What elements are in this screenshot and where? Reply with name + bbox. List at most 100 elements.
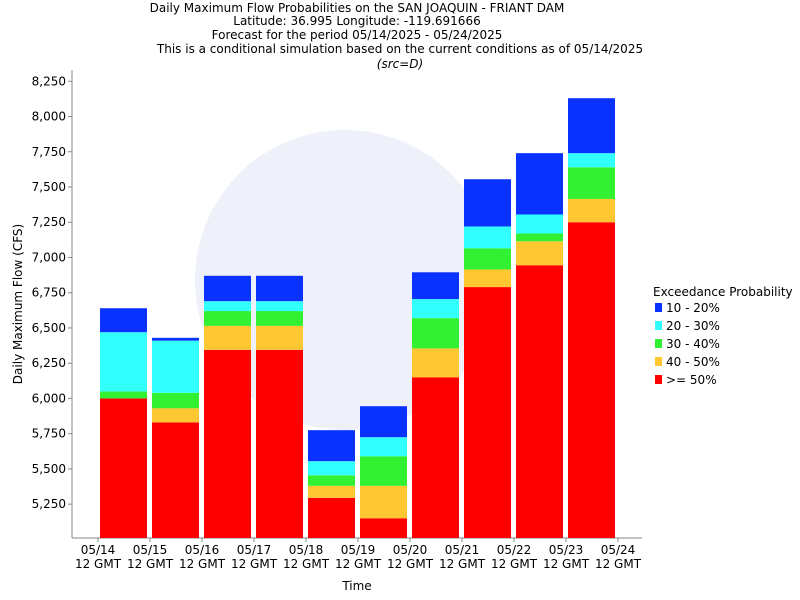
bar-segment — [568, 98, 615, 154]
x-tick-label: 05/21 — [445, 543, 480, 557]
y-axis-label: Daily Maximum Flow (CFS) — [11, 224, 25, 384]
x-tick-label: 12 GMT — [439, 557, 486, 571]
bar-segment — [568, 198, 615, 223]
x-tick-label: 05/23 — [549, 543, 584, 557]
y-tick-label: 5,500 — [32, 462, 66, 476]
x-tick-label: 05/14 — [81, 543, 116, 557]
y-tick-label: 8,000 — [32, 110, 66, 124]
bar-segment — [412, 272, 459, 300]
bar-segment — [204, 301, 251, 312]
x-tick-label: 12 GMT — [595, 557, 642, 571]
x-tick-label: 05/16 — [185, 543, 220, 557]
legend-swatch — [655, 375, 662, 384]
bar-segment — [412, 318, 459, 349]
legend-swatch — [655, 357, 662, 366]
bar-segment — [360, 456, 407, 486]
bar-segment — [516, 265, 563, 538]
x-tick-label: 12 GMT — [491, 557, 538, 571]
bar-segment — [308, 475, 355, 486]
bar-segment — [516, 241, 563, 266]
x-tick-label: 12 GMT — [335, 557, 382, 571]
bar-segment — [256, 275, 303, 302]
bar-segment — [256, 301, 303, 312]
y-tick-label: 6,000 — [32, 391, 66, 405]
legend-label: 10 - 20% — [666, 301, 720, 315]
x-tick-label: 05/18 — [289, 543, 324, 557]
bar-segment — [308, 430, 355, 462]
bar-segment — [256, 349, 303, 538]
legend-label: 30 - 40% — [666, 337, 720, 351]
x-tick-label: 12 GMT — [127, 557, 174, 571]
x-tick-label: 05/19 — [341, 543, 376, 557]
bar-segment — [152, 422, 199, 538]
bar-segment — [152, 337, 199, 341]
bar-segment — [152, 408, 199, 423]
bar-segment — [516, 153, 563, 215]
bar-segment — [100, 332, 147, 392]
x-tick-label: 12 GMT — [283, 557, 330, 571]
bar-segment — [204, 311, 251, 326]
y-tick-label: 5,750 — [32, 427, 66, 441]
bar-segment — [360, 485, 407, 519]
bar-segment — [100, 308, 147, 333]
bar-segment — [464, 269, 511, 288]
chart-title: Latitude: 36.995 Longitude: -119.691666 — [233, 14, 480, 28]
bar-segment — [412, 377, 459, 538]
x-tick-label: 05/17 — [237, 543, 272, 557]
chart-subtitle: (src=D) — [377, 57, 423, 71]
bar-segment — [152, 340, 199, 393]
bar-segment — [516, 233, 563, 242]
legend-label: >= 50% — [666, 373, 717, 387]
x-tick-label: 12 GMT — [543, 557, 590, 571]
legend-label: 20 - 30% — [666, 319, 720, 333]
legend-swatch — [655, 339, 662, 348]
bar-segment — [568, 167, 615, 199]
bar-segment — [464, 226, 511, 249]
bar-segment — [464, 248, 511, 270]
y-tick-label: 6,500 — [32, 321, 66, 335]
bar-segment — [464, 287, 511, 538]
x-axis-label: Time — [341, 579, 371, 593]
bar-segment — [204, 349, 251, 538]
legend-label: 40 - 50% — [666, 355, 720, 369]
bar-segment — [568, 153, 615, 168]
x-tick-label: 12 GMT — [75, 557, 122, 571]
y-tick-label: 7,750 — [32, 145, 66, 159]
x-tick-label: 05/22 — [497, 543, 532, 557]
bar-segment — [204, 325, 251, 350]
y-tick-label: 8,250 — [32, 74, 66, 88]
x-tick-label: 12 GMT — [387, 557, 434, 571]
bar-segment — [308, 461, 355, 476]
y-tick-label: 6,750 — [32, 286, 66, 300]
chart-title: Forecast for the period 05/14/2025 - 05/… — [212, 28, 503, 42]
y-tick-label: 7,250 — [32, 215, 66, 229]
bar-segment — [516, 214, 563, 234]
y-tick-label: 5,250 — [32, 497, 66, 511]
x-tick-label: 05/15 — [133, 543, 168, 557]
bar-segment — [568, 222, 615, 538]
bar-segment — [308, 485, 355, 498]
legend-swatch — [655, 303, 662, 312]
bar-segment — [360, 437, 407, 457]
x-tick-label: 12 GMT — [179, 557, 226, 571]
chart-title: Daily Maximum Flow Probabilities on the … — [150, 1, 565, 15]
bar-segment — [360, 518, 407, 538]
x-tick-label: 12 GMT — [231, 557, 278, 571]
y-tick-label: 7,000 — [32, 250, 66, 264]
bar-segment — [412, 348, 459, 378]
bar-segment — [412, 299, 459, 319]
bar-segment — [100, 391, 147, 399]
legend-title: Exceedance Probability — [653, 285, 793, 299]
bar-segment — [204, 275, 251, 302]
bar-segment — [100, 398, 147, 538]
bar-segment — [464, 179, 511, 227]
bar-segment — [152, 392, 199, 409]
bar-segment — [308, 497, 355, 538]
x-tick-label: 05/24 — [601, 543, 636, 557]
y-tick-label: 7,500 — [32, 180, 66, 194]
chart-title: This is a conditional simulation based o… — [156, 42, 643, 56]
x-tick-label: 05/20 — [393, 543, 428, 557]
bar-segment — [256, 311, 303, 326]
legend-swatch — [655, 321, 662, 330]
